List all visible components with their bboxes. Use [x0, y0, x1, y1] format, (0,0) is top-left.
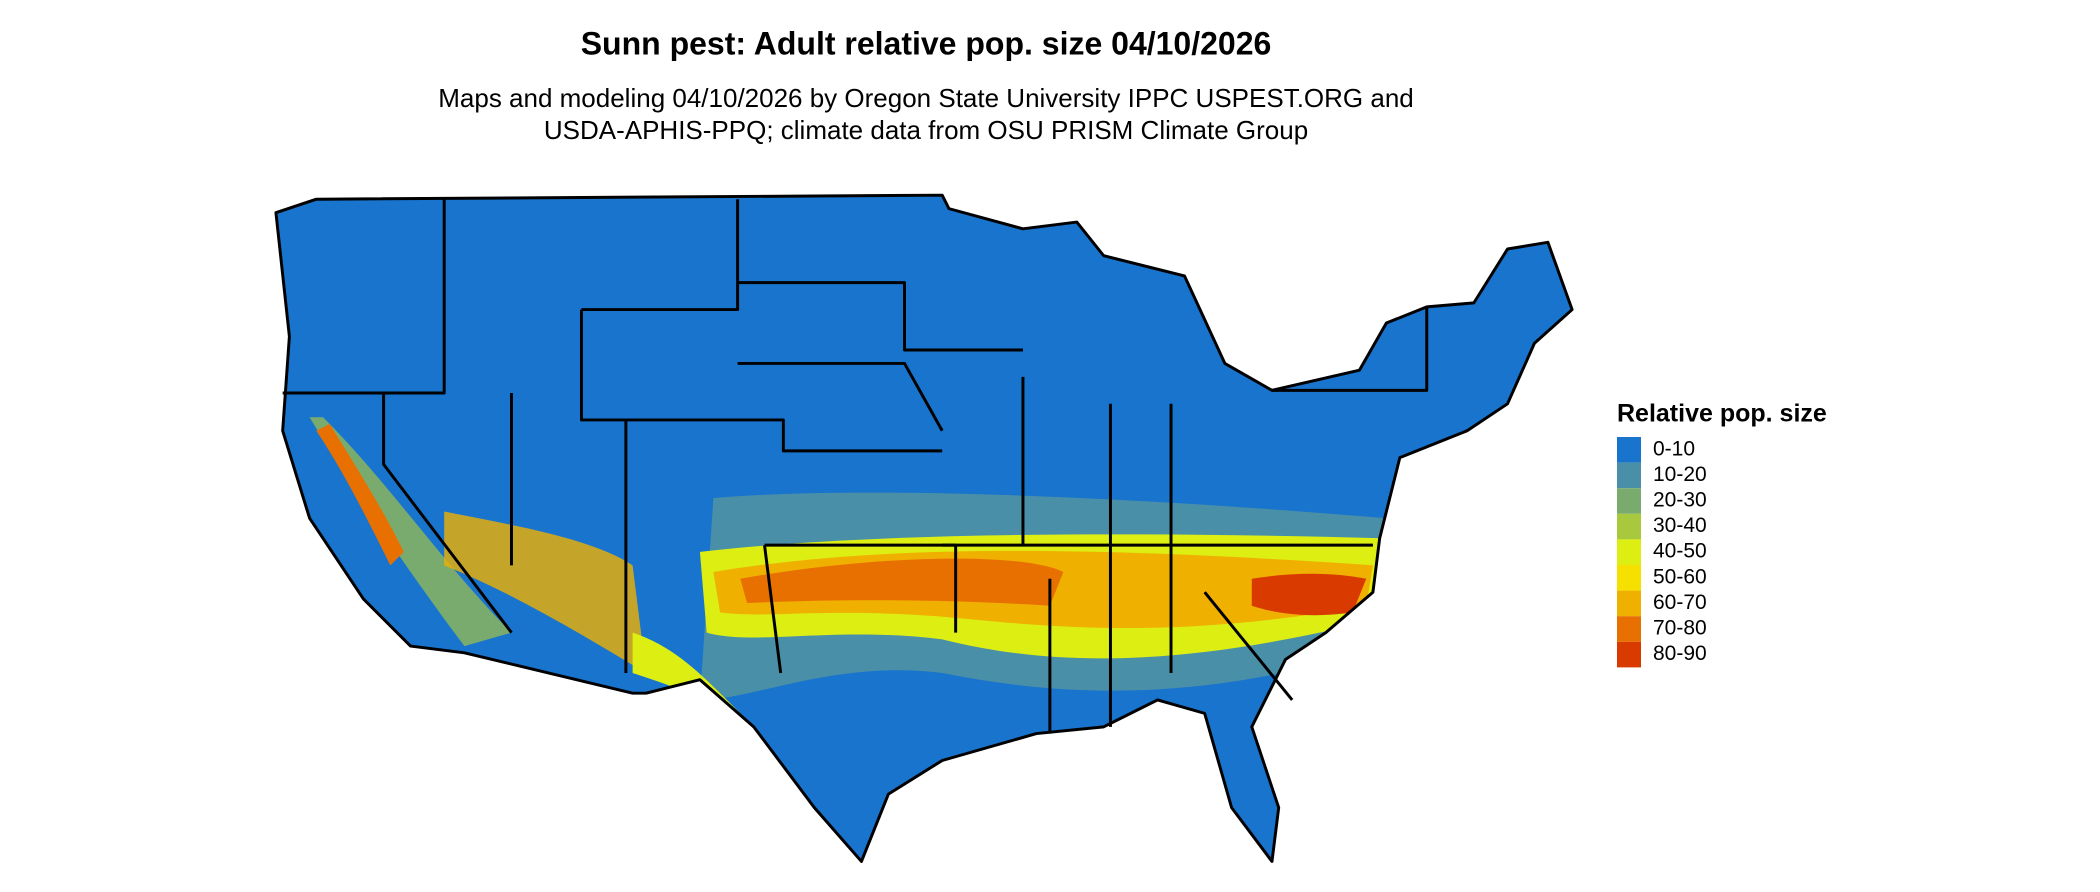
- legend-label: 70-80: [1653, 617, 1707, 640]
- legend-swatch: [1617, 590, 1641, 617]
- legend-label: 0-10: [1653, 437, 1695, 460]
- legend-swatch: [1617, 488, 1641, 514]
- legend-swatch: [1617, 462, 1641, 489]
- us-map: [274, 193, 1574, 863]
- legend-title: Relative pop. size: [1617, 400, 1827, 428]
- legend-label: 30-40: [1653, 514, 1707, 537]
- legend-swatch: [1617, 513, 1641, 540]
- state-borders: [282, 199, 1429, 734]
- legend-label: 80-90: [1653, 642, 1707, 665]
- legend-label: 20-30: [1653, 489, 1707, 512]
- title: Sunn pest: Adult relative pop. size 04/1…: [581, 25, 1272, 61]
- legend-swatch: [1617, 641, 1641, 668]
- subtitle: Maps and modeling 04/10/2026 by Oregon S…: [438, 83, 1414, 113]
- legend-swatch: [1617, 539, 1641, 565]
- legend-swatch: [1617, 565, 1641, 591]
- legend-label: 60-70: [1653, 591, 1707, 614]
- legend-label: 10-20: [1653, 463, 1707, 486]
- legend-label: 50-60: [1653, 565, 1707, 588]
- legend-label: 40-50: [1653, 540, 1707, 563]
- legend-swatch: [1617, 437, 1641, 463]
- subtitle: USDA-APHIS-PPQ; climate data from OSU PR…: [544, 115, 1308, 145]
- legend-swatch: [1617, 616, 1641, 642]
